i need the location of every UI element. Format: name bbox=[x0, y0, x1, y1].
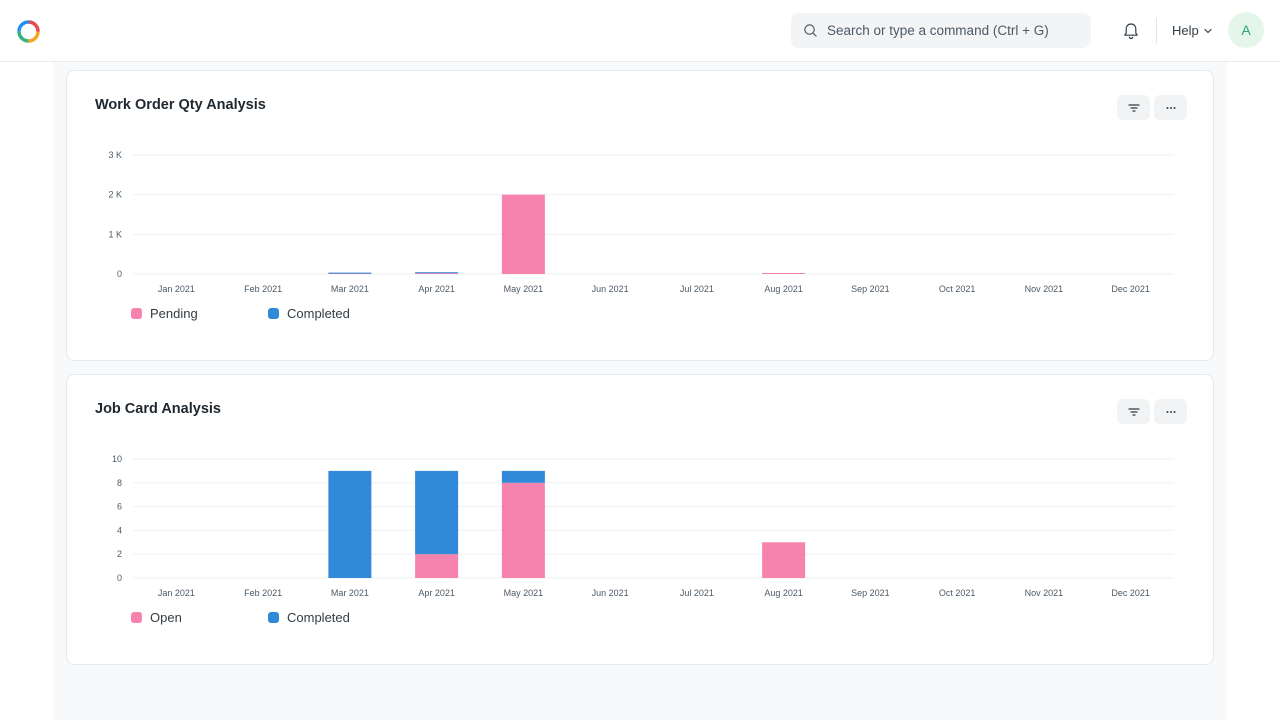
bar-pending bbox=[762, 273, 806, 274]
bar-open bbox=[762, 542, 806, 578]
x-tick-label: Mar 2021 bbox=[331, 284, 369, 294]
x-tick-label: Jun 2021 bbox=[592, 588, 629, 598]
card-title: Work Order Qty Analysis bbox=[95, 97, 266, 113]
bar-completed bbox=[328, 272, 372, 274]
bar-open bbox=[501, 482, 545, 578]
filter-icon bbox=[1127, 407, 1140, 416]
legend-label: Completed bbox=[287, 306, 350, 321]
x-tick-label: Jun 2021 bbox=[592, 284, 629, 294]
avatar[interactable]: A bbox=[1228, 12, 1264, 48]
legend-swatch bbox=[131, 308, 142, 319]
bar-open bbox=[415, 554, 459, 578]
more-options-button[interactable] bbox=[1154, 399, 1187, 424]
chevron-down-icon bbox=[1204, 28, 1212, 33]
bar-completed bbox=[415, 470, 459, 555]
bar-pending bbox=[501, 194, 545, 274]
x-tick-label: Feb 2021 bbox=[244, 284, 282, 294]
x-tick-label: May 2021 bbox=[504, 284, 544, 294]
x-tick-label: Sep 2021 bbox=[851, 588, 890, 598]
search-input[interactable] bbox=[827, 23, 1077, 38]
y-tick-label: 2 K bbox=[108, 190, 122, 200]
work-order-qty-chart: 0 1 K 2 K 3 K Jan 2021 Feb 2021 Mar 2021 Apr 20… bbox=[108, 150, 1174, 294]
x-tick-label: Mar 2021 bbox=[331, 588, 369, 598]
help-label: Help bbox=[1172, 23, 1199, 38]
x-tick-label: Nov 2021 bbox=[1025, 588, 1064, 598]
legend-swatch bbox=[268, 612, 279, 623]
x-tick-label: Jul 2021 bbox=[680, 284, 714, 294]
y-tick-label: 0 bbox=[117, 573, 122, 583]
y-tick-label: 0 bbox=[117, 269, 122, 279]
more-options-icon bbox=[1166, 410, 1175, 413]
legend-label: Completed bbox=[287, 610, 350, 625]
legend-swatch bbox=[268, 308, 279, 319]
search-icon bbox=[804, 24, 817, 37]
search-bar[interactable] bbox=[791, 13, 1091, 48]
bar-completed bbox=[328, 470, 372, 578]
job-card-chart: 0 2 4 6 8 10 Jan 2021 Feb 2021 Mar 2021 Apr 2021 M… bbox=[112, 454, 1174, 598]
x-tick-label: Dec 2021 bbox=[1111, 588, 1150, 598]
x-tick-label: Jan 2021 bbox=[158, 284, 195, 294]
x-tick-label: Jul 2021 bbox=[680, 588, 714, 598]
legend-label: Pending bbox=[150, 306, 198, 321]
x-tick-label: Apr 2021 bbox=[418, 284, 455, 294]
bar-pending bbox=[415, 273, 459, 274]
y-tick-label: 6 bbox=[117, 502, 122, 512]
legend-item-completed[interactable]: Completed bbox=[268, 610, 405, 625]
help-dropdown[interactable]: Help bbox=[1172, 23, 1213, 38]
legend-item-completed[interactable]: Completed bbox=[268, 306, 405, 321]
job-card-analysis-card: Job Card Analysis 0 2 4 6 8 10 Jan 2021 Feb 202… bbox=[66, 374, 1214, 665]
x-tick-label: Dec 2021 bbox=[1111, 284, 1150, 294]
x-tick-label: Oct 2021 bbox=[939, 588, 976, 598]
work-order-qty-card: Work Order Qty Analysis 0 1 K 2 K 3 K Jan 20… bbox=[66, 70, 1214, 361]
bar-completed bbox=[501, 470, 545, 483]
app-logo-icon[interactable] bbox=[16, 19, 41, 44]
y-tick-label: 10 bbox=[112, 454, 122, 464]
legend-item-pending[interactable]: Pending bbox=[131, 306, 268, 321]
x-tick-label: Aug 2021 bbox=[764, 588, 803, 598]
x-tick-label: Sep 2021 bbox=[851, 284, 890, 294]
x-tick-label: Apr 2021 bbox=[418, 588, 455, 598]
x-tick-label: Nov 2021 bbox=[1025, 284, 1064, 294]
y-tick-label: 2 bbox=[117, 549, 122, 559]
x-tick-label: Feb 2021 bbox=[244, 588, 282, 598]
navbar: Help A bbox=[0, 0, 1280, 62]
legend-label: Open bbox=[150, 610, 182, 625]
x-tick-label: May 2021 bbox=[504, 588, 544, 598]
x-tick-label: Aug 2021 bbox=[764, 284, 803, 294]
y-tick-label: 8 bbox=[117, 478, 122, 488]
more-options-button[interactable] bbox=[1154, 95, 1187, 120]
filter-icon bbox=[1127, 103, 1140, 112]
y-tick-label: 4 bbox=[117, 525, 122, 535]
y-tick-label: 1 K bbox=[108, 229, 122, 239]
card-title: Job Card Analysis bbox=[95, 401, 221, 417]
chart-legend: Open Completed bbox=[131, 610, 405, 625]
bell-icon[interactable] bbox=[1121, 21, 1141, 41]
filter-button[interactable] bbox=[1117, 399, 1150, 424]
x-tick-label: Oct 2021 bbox=[939, 284, 976, 294]
filter-button[interactable] bbox=[1117, 95, 1150, 120]
y-tick-label: 3 K bbox=[108, 150, 122, 160]
chart-legend: Pending Completed bbox=[131, 306, 405, 321]
legend-item-open[interactable]: Open bbox=[131, 610, 268, 625]
bar-completed bbox=[415, 272, 459, 274]
x-tick-label: Jan 2021 bbox=[158, 588, 195, 598]
legend-swatch bbox=[131, 612, 142, 623]
navbar-divider bbox=[1156, 18, 1157, 44]
more-options-icon bbox=[1166, 106, 1175, 109]
